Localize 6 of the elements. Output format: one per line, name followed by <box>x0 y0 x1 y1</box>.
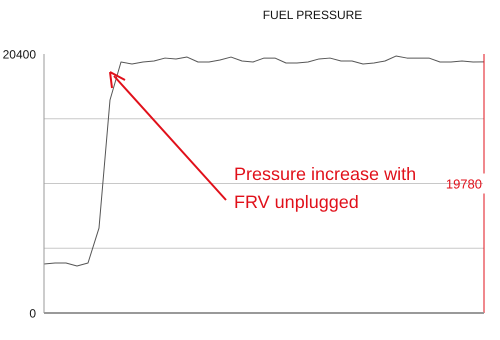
line-series <box>44 56 484 267</box>
y-tick-label: 0 <box>29 306 36 320</box>
annotation: 19780 <box>446 176 482 192</box>
annotation: Pressure increase with FRV unplugged <box>234 164 416 212</box>
chart-title: FUEL PRESSURE <box>262 8 364 22</box>
y-tick-label: 20400 <box>2 47 36 62</box>
